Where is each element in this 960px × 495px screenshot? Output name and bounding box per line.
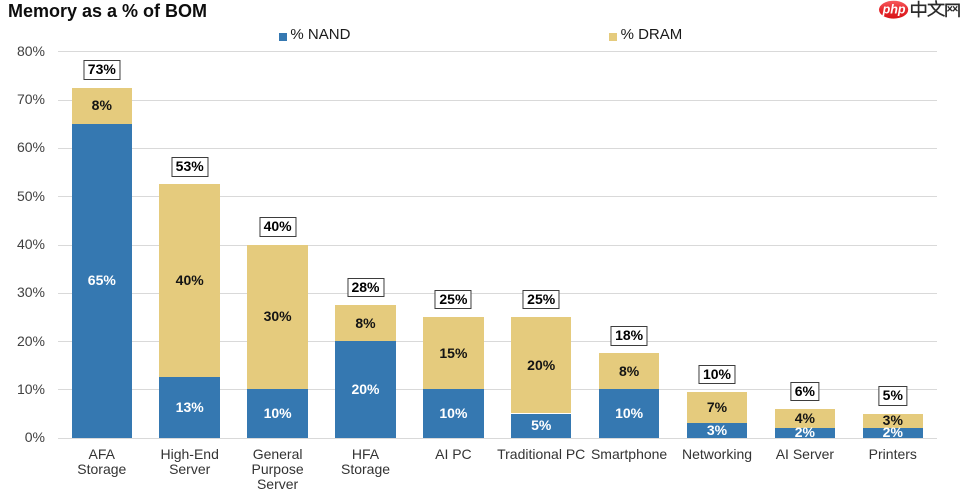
svg-text:php: php: [881, 3, 905, 17]
